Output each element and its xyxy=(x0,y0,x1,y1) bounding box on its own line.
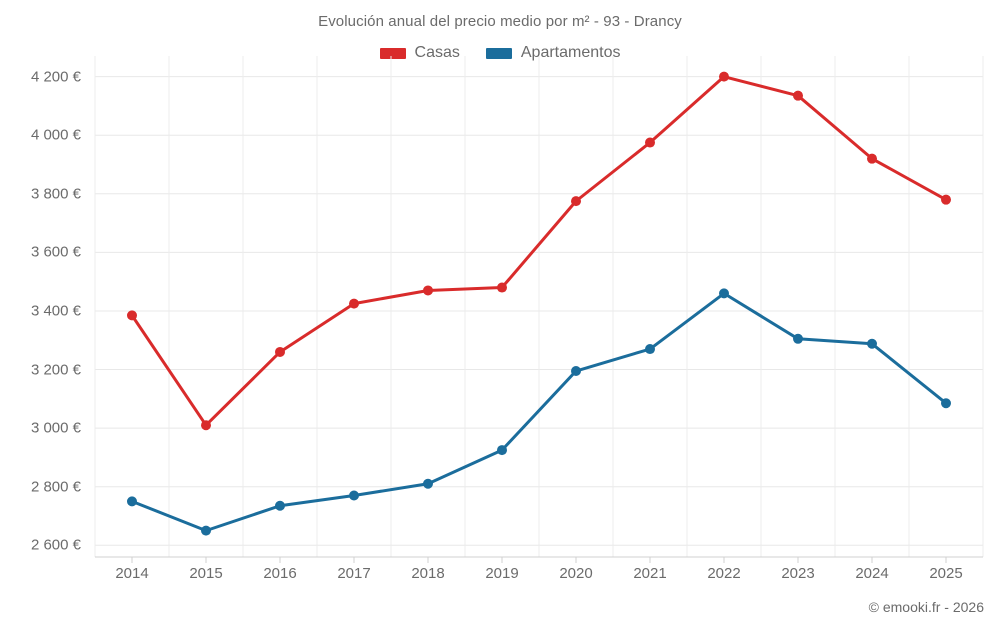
data-point-marker[interactable] xyxy=(793,333,803,344)
data-point-marker[interactable] xyxy=(645,137,655,148)
x-axis-tick-label: 2014 xyxy=(115,565,149,582)
x-axis-tick-label: 2025 xyxy=(929,565,963,582)
y-axis-tick-label: 2 800 € xyxy=(30,478,81,496)
chart-footer-credit: © emooki.fr - 2026 xyxy=(868,599,984,615)
legend-label-casas: Casas xyxy=(414,44,460,61)
y-axis-tick-label: 4 200 € xyxy=(30,68,81,86)
y-axis-tick-label: 3 200 € xyxy=(30,361,81,379)
data-point-marker[interactable] xyxy=(571,366,581,377)
x-axis-tick-label: 2017 xyxy=(337,565,371,582)
x-axis-tick-label: 2015 xyxy=(189,565,223,582)
data-point-marker[interactable] xyxy=(867,338,877,349)
y-axis: 2 600 € 2 800 € 3 000 € 3 200 € 3 400 € 3 600… xyxy=(0,0,95,625)
data-point-marker[interactable] xyxy=(497,282,507,293)
legend-item-casas[interactable]: Casas xyxy=(379,44,460,62)
data-point-marker[interactable] xyxy=(201,420,211,431)
x-axis-tick-label: 2020 xyxy=(559,565,593,582)
series-markers xyxy=(127,71,951,536)
data-point-marker[interactable] xyxy=(645,344,655,355)
data-point-marker[interactable] xyxy=(275,500,285,511)
y-axis-tick-label: 3 800 € xyxy=(30,185,81,203)
y-axis-tick-label: 2 600 € xyxy=(30,536,81,554)
chart-title: Evolución anual del precio medio por m² … xyxy=(318,13,682,30)
data-point-marker[interactable] xyxy=(497,445,507,456)
grid-lines xyxy=(94,56,984,557)
data-point-marker[interactable] xyxy=(349,490,359,501)
axis-lines xyxy=(95,556,983,563)
data-point-marker[interactable] xyxy=(275,346,285,357)
data-point-marker[interactable] xyxy=(571,196,581,207)
data-point-marker[interactable] xyxy=(793,90,803,101)
x-axis-tick-label: 2021 xyxy=(633,565,667,582)
x-axis-tick-label: 2019 xyxy=(485,565,519,582)
legend-label-apartamentos: Apartamentos xyxy=(520,44,621,61)
data-point-marker[interactable] xyxy=(941,194,951,205)
x-axis-tick-label: 2022 xyxy=(707,565,741,582)
series-lines xyxy=(130,75,948,533)
legend-swatch-apartamentos xyxy=(485,47,512,59)
y-axis-tick-label: 4 000 € xyxy=(30,126,81,144)
x-axis-tick-label: 2024 xyxy=(855,565,889,582)
data-point-marker[interactable] xyxy=(201,525,211,536)
series-line-apartamentos xyxy=(130,291,948,533)
chart-legend: Casas Apartamentos xyxy=(0,44,1000,62)
data-point-marker[interactable] xyxy=(127,496,137,507)
x-axis-tick-label: 2016 xyxy=(263,565,297,582)
data-point-marker[interactable] xyxy=(719,71,729,82)
data-point-marker[interactable] xyxy=(423,478,433,489)
x-axis-tick-label: 2023 xyxy=(781,565,815,582)
series-line-casas xyxy=(130,75,948,427)
y-axis-tick-label: 3 600 € xyxy=(30,243,81,261)
data-point-marker[interactable] xyxy=(127,310,137,321)
data-point-marker[interactable] xyxy=(423,285,433,296)
x-axis-tick-label: 2018 xyxy=(411,565,445,582)
data-point-marker[interactable] xyxy=(941,398,951,409)
data-point-marker[interactable] xyxy=(867,153,877,164)
y-axis-tick-label: 3 400 € xyxy=(30,302,81,320)
data-point-marker[interactable] xyxy=(349,298,359,309)
data-point-marker[interactable] xyxy=(719,288,729,299)
y-axis-tick-label: 3 000 € xyxy=(30,419,81,437)
legend-item-apartamentos[interactable]: Apartamentos xyxy=(485,44,621,62)
legend-swatch-casas xyxy=(379,47,406,59)
